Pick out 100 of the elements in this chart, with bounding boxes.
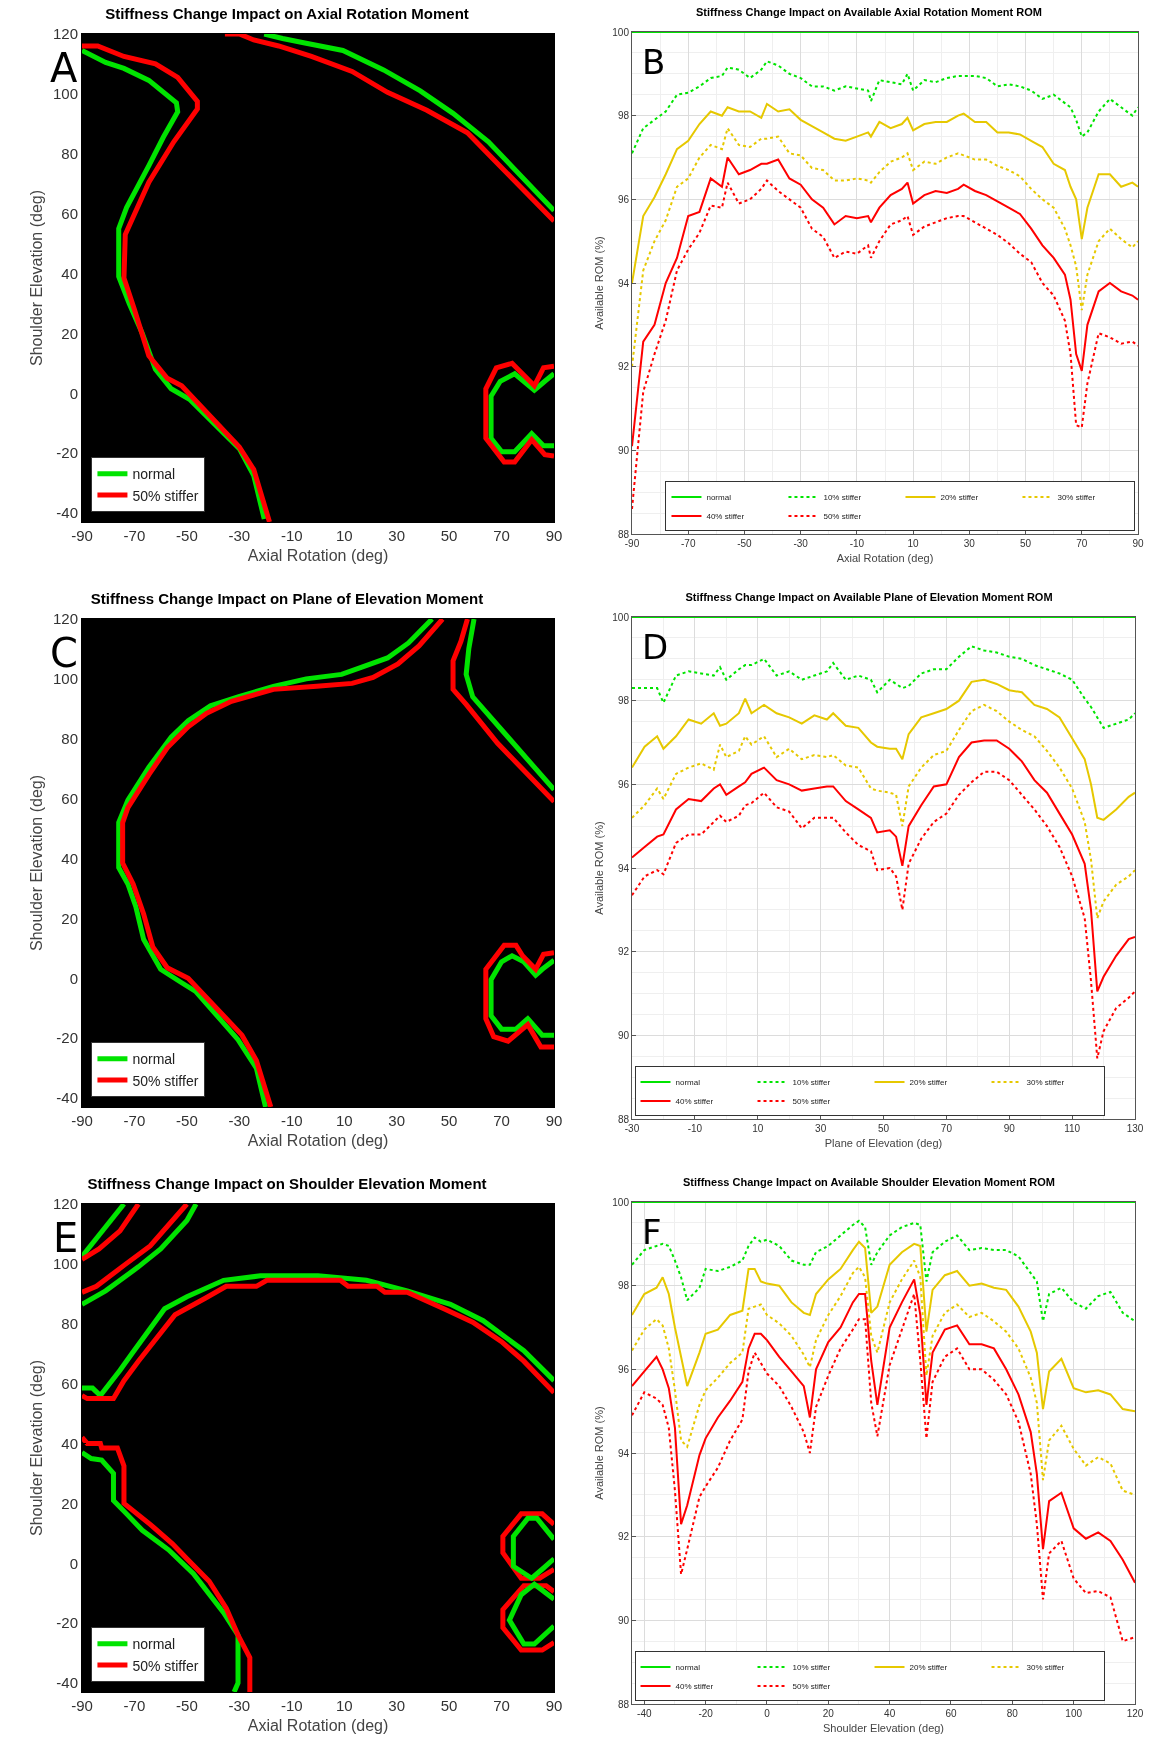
x-tick-label: 10: [335, 1697, 353, 1714]
y-tick-label: 40: [61, 264, 78, 282]
legend-label: 50% stiffer: [132, 1657, 199, 1674]
x-tick-label: -10: [280, 1112, 303, 1129]
line-series: [632, 102, 1138, 284]
y-tick-label: 94: [617, 1447, 630, 1459]
x-tick-label: -10: [849, 538, 865, 549]
chart-title: Stiffness Change Impact on Plane of Elevation Moment: [90, 590, 484, 608]
x-tick-label: 10: [335, 1112, 353, 1129]
x-axis-title: Axial Rotation (deg): [836, 552, 934, 565]
y-tick-label: 88: [617, 1698, 630, 1710]
x-tick-label: -50: [176, 1697, 198, 1714]
x-tick-label: 0: [764, 1708, 771, 1719]
legend-label: 40% stiffer: [675, 1682, 714, 1692]
y-axis-title: Available ROM (%): [592, 821, 605, 915]
legend-label: normal: [132, 1051, 176, 1068]
x-tick-label: -30: [228, 1112, 251, 1129]
x-tick-label: 30: [388, 527, 406, 544]
y-tick-label: 0: [69, 1554, 78, 1572]
x-tick-label: 70: [940, 1123, 953, 1134]
x-tick-label: 70: [493, 527, 510, 544]
y-axis-title: Shoulder Elevation (deg): [27, 1359, 45, 1537]
y-tick-label: 88: [617, 1113, 630, 1125]
y-tick-label: 80: [61, 730, 78, 747]
x-tick-label: 70: [493, 1112, 510, 1129]
x-tick-label: -30: [228, 527, 251, 544]
x-tick-label: -50: [176, 527, 198, 544]
x-tick-label: 30: [388, 1697, 406, 1714]
line-series: [632, 156, 1138, 448]
y-tick-label: 0: [69, 969, 78, 987]
y-tick-label: -20: [56, 1614, 78, 1632]
x-tick-label: -90: [71, 527, 93, 544]
x-tick-label: -90: [71, 1112, 93, 1129]
x-axis-title: Axial Rotation (deg): [247, 1131, 389, 1149]
legend-label: normal: [675, 1078, 701, 1088]
x-tick-label: 90: [1003, 1123, 1016, 1134]
x-tick-label: -30: [793, 538, 809, 549]
legend-label: 40% stiffer: [675, 1097, 714, 1107]
legend-label: 20% stiffer: [909, 1663, 948, 1673]
y-tick-label: 120: [52, 1195, 78, 1213]
y-tick-label: -40: [56, 1674, 78, 1692]
legend-label: normal: [706, 493, 732, 503]
x-axis-title: Plane of Elevation (deg): [824, 1137, 943, 1150]
y-tick-label: 20: [61, 1494, 78, 1512]
x-tick-label: 90: [545, 1697, 563, 1714]
y-tick-label: 100: [52, 1255, 78, 1273]
legend-label: 10% stiffer: [823, 493, 862, 503]
y-tick-label: 90: [617, 1614, 630, 1626]
x-tick-label: -10: [687, 1123, 703, 1134]
y-tick-label: 100: [612, 611, 630, 623]
line-series: [632, 703, 1135, 920]
legend-label: 50% stiffer: [792, 1097, 831, 1107]
y-tick-label: 60: [61, 204, 78, 222]
chart-title: Stiffness Change Impact on Shoulder Elevation Moment: [87, 1175, 487, 1193]
legend-label: 50% stiffer: [823, 512, 862, 522]
legend-label: 50% stiffer: [132, 1072, 199, 1089]
x-tick-label: -20: [698, 1708, 714, 1719]
y-tick-label: 20: [61, 324, 78, 342]
line-series: [632, 770, 1135, 1060]
x-tick-label: 70: [493, 1697, 510, 1714]
y-tick-label: 100: [612, 26, 630, 38]
x-axis-title: Axial Rotation (deg): [247, 1716, 389, 1734]
legend-label: normal: [132, 466, 176, 483]
y-tick-label: 60: [61, 1374, 78, 1392]
y-tick-label: 98: [617, 110, 630, 122]
y-axis-title: Available ROM (%): [592, 236, 605, 330]
y-tick-label: 94: [617, 277, 630, 289]
x-tick-label: 50: [877, 1123, 890, 1134]
y-tick-label: 40: [61, 1434, 78, 1452]
legend-label: 10% stiffer: [792, 1663, 831, 1673]
y-tick-label: 92: [617, 1531, 630, 1543]
legend-label: 30% stiffer: [1026, 1078, 1065, 1088]
y-tick-label: -20: [56, 444, 78, 462]
x-tick-label: 30: [815, 1123, 827, 1134]
y-tick-label: 92: [617, 361, 630, 373]
y-tick-label: 98: [617, 1280, 630, 1292]
legend-label: normal: [675, 1663, 701, 1673]
x-tick-label: 120: [1126, 1708, 1144, 1719]
chart-title: Stiffness Change Impact on Available Plane of Elevation Moment ROM: [685, 591, 1053, 604]
y-tick-label: 96: [617, 1363, 630, 1375]
x-tick-label: -50: [176, 1112, 198, 1129]
x-tick-label: 20: [822, 1708, 835, 1719]
x-tick-label: 10: [335, 527, 353, 544]
y-axis-title: Shoulder Elevation (deg): [27, 189, 45, 367]
x-axis-title: Shoulder Elevation (deg): [822, 1722, 945, 1735]
x-tick-label: -50: [737, 538, 753, 549]
y-tick-label: 80: [61, 1315, 78, 1332]
x-tick-label: 130: [1126, 1123, 1144, 1134]
y-tick-label: 90: [617, 444, 630, 456]
y-tick-label: 60: [61, 789, 78, 807]
x-tick-label: -70: [123, 1112, 146, 1129]
y-tick-label: 100: [612, 1196, 630, 1208]
legend-label: normal: [132, 1636, 176, 1653]
line-series: [632, 739, 1135, 993]
x-tick-label: 100: [1065, 1708, 1083, 1719]
legend-label: 20% stiffer: [909, 1078, 948, 1088]
y-axis-title: Available ROM (%): [592, 1406, 605, 1500]
line-series: [632, 1219, 1135, 1323]
annotation: B: [642, 42, 666, 82]
x-tick-label: 30: [388, 1112, 406, 1129]
